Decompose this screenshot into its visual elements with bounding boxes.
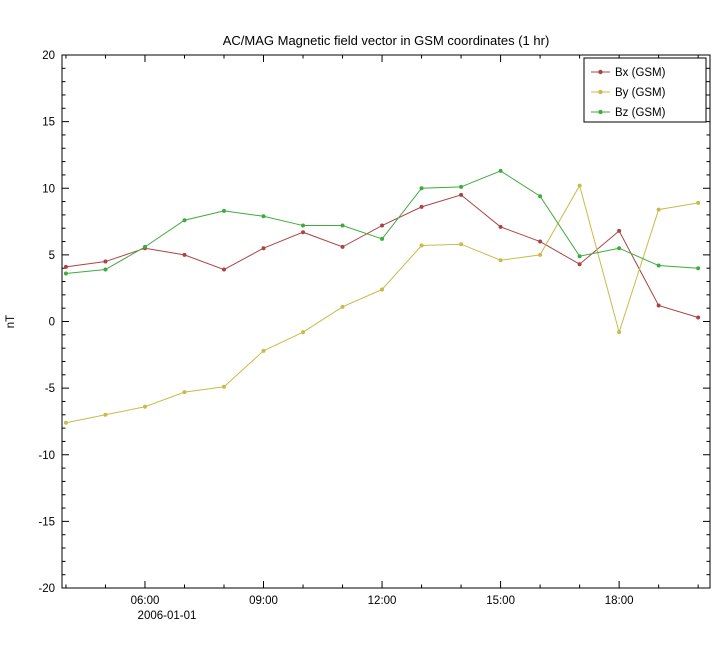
data-point-marker — [63, 420, 68, 425]
legend: Bx (GSM) By (GSM) Bz (GSM) — [583, 57, 707, 123]
data-point-marker — [459, 192, 464, 197]
plot-frame — [61, 54, 711, 589]
data-point-marker — [182, 252, 187, 257]
data-point-marker — [301, 230, 306, 235]
data-point-marker — [63, 271, 68, 276]
legend-label: By (GSM) — [615, 87, 666, 99]
data-point-marker — [380, 236, 385, 241]
legend-item-by: By (GSM) — [591, 87, 666, 99]
series-lines — [63, 168, 701, 425]
series-line — [65, 184, 699, 424]
x-tick-label: 15:00 — [486, 595, 515, 607]
series-bz — [63, 168, 701, 276]
data-point-marker — [182, 390, 187, 395]
data-point-marker — [656, 303, 661, 308]
legend-item-bx: Bx (GSM) — [591, 67, 666, 79]
data-point-marker — [142, 404, 147, 409]
series-bx — [63, 192, 701, 320]
legend-marker — [598, 89, 603, 95]
data-point-marker — [498, 258, 503, 263]
data-point-marker — [340, 304, 345, 309]
data-point-marker — [301, 330, 306, 335]
data-point-marker — [577, 254, 582, 259]
data-point-marker — [340, 244, 345, 249]
x-tick-label: 09:00 — [249, 595, 278, 607]
data-point-marker — [182, 218, 187, 223]
data-point-marker — [459, 242, 464, 247]
data-point-marker — [696, 200, 701, 205]
data-point-marker — [617, 228, 622, 233]
data-point-marker — [261, 246, 266, 251]
data-point-marker — [656, 207, 661, 212]
data-point-marker — [538, 194, 543, 199]
legend-label: Bx (GSM) — [615, 67, 666, 79]
data-point-marker — [696, 266, 701, 271]
axes: -20 -15 -10 -5 0 5 10 15 20 06:00 09:00 12:00 15:00 1… — [5, 50, 711, 622]
y-tick-label: 5 — [49, 250, 55, 262]
x-tick-label: 12:00 — [368, 595, 397, 607]
legend-marker — [598, 69, 603, 75]
data-point-marker — [459, 184, 464, 189]
y-tick-label: 10 — [42, 183, 55, 195]
data-point-marker — [538, 239, 543, 244]
data-point-marker — [498, 224, 503, 229]
x-axis-date-label: 2006-01-01 — [138, 610, 197, 622]
data-point-marker — [261, 214, 266, 219]
y-axis-label: nT — [5, 315, 17, 328]
data-point-marker — [577, 262, 582, 267]
y-tick-label: -5 — [45, 383, 55, 395]
data-point-marker — [577, 183, 582, 188]
data-point-marker — [617, 246, 622, 251]
data-point-marker — [419, 186, 424, 191]
data-point-marker — [617, 330, 622, 335]
data-point-marker — [222, 208, 226, 213]
data-point-marker — [103, 267, 108, 272]
data-point-marker — [103, 412, 108, 417]
data-point-marker — [380, 223, 385, 228]
data-point-marker — [261, 348, 266, 353]
data-point-marker — [63, 264, 68, 269]
data-point-marker — [103, 259, 108, 264]
x-tick-label: 18:00 — [605, 595, 634, 607]
data-point-marker — [340, 223, 345, 228]
series-line — [65, 194, 699, 318]
y-tick-label: 20 — [42, 50, 55, 62]
legend-box — [583, 57, 707, 123]
data-point-marker — [419, 243, 424, 248]
series-line — [65, 170, 699, 275]
data-point-marker — [222, 384, 226, 389]
legend-marker — [598, 109, 603, 115]
y-tick-label: -15 — [38, 516, 55, 528]
y-tick-label: 15 — [42, 117, 55, 129]
data-point-marker — [222, 267, 226, 272]
data-point-marker — [380, 287, 385, 292]
data-point-marker — [538, 252, 543, 257]
data-point-marker — [301, 223, 306, 228]
y-tick-label: 0 — [49, 317, 55, 329]
data-point-marker — [142, 244, 147, 249]
data-point-marker — [419, 204, 424, 209]
data-point-marker — [498, 168, 503, 173]
legend-label: Bz (GSM) — [615, 107, 666, 119]
x-tick-label: 06:00 — [131, 595, 160, 607]
chart-title: AC/MAG Magnetic field vector in GSM coor… — [222, 33, 550, 48]
y-tick-label: -10 — [38, 450, 55, 462]
data-point-marker — [656, 263, 661, 268]
legend-item-bz: Bz (GSM) — [591, 107, 666, 119]
data-point-marker — [696, 315, 701, 320]
series-by — [63, 183, 701, 425]
y-tick-label: -20 — [38, 583, 55, 595]
